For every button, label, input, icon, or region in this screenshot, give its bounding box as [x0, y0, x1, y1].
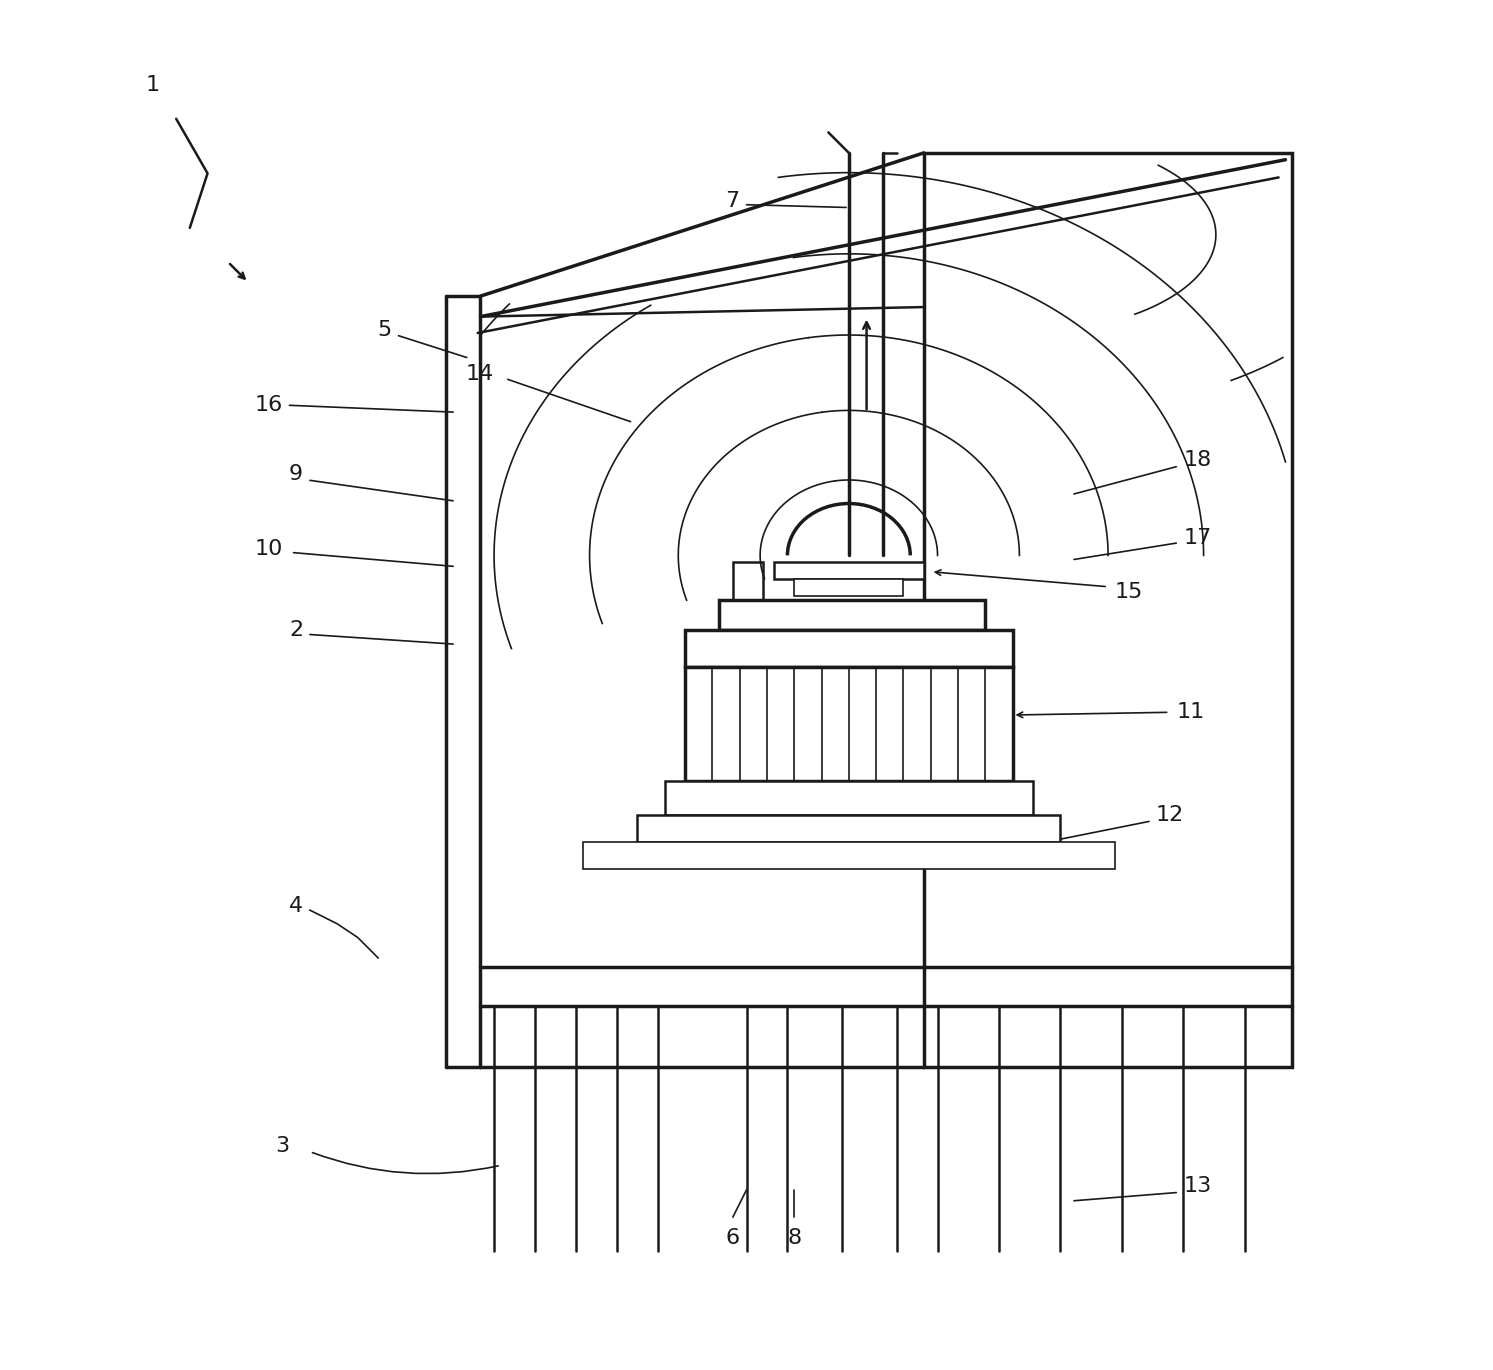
Text: 3: 3 — [275, 1136, 290, 1156]
Text: 7: 7 — [726, 190, 739, 211]
Bar — [794, 578, 903, 596]
Bar — [720, 600, 985, 630]
Bar — [733, 562, 763, 603]
Text: 9: 9 — [290, 463, 303, 484]
Text: 11: 11 — [1176, 703, 1205, 722]
Text: 6: 6 — [726, 1228, 741, 1248]
Bar — [664, 781, 1033, 815]
Bar — [685, 667, 1012, 781]
Text: 10: 10 — [254, 538, 282, 559]
Bar — [582, 843, 1115, 869]
Text: 15: 15 — [1115, 582, 1144, 603]
Bar — [638, 815, 1060, 843]
Text: 13: 13 — [1182, 1175, 1211, 1196]
Text: 4: 4 — [290, 896, 303, 917]
Text: 5: 5 — [378, 321, 391, 340]
Text: 18: 18 — [1182, 449, 1211, 470]
Text: 8: 8 — [787, 1228, 802, 1248]
Text: 17: 17 — [1182, 527, 1211, 548]
Text: 12: 12 — [1156, 804, 1184, 825]
Bar — [685, 630, 1012, 667]
Bar — [924, 153, 1293, 1067]
Text: 1: 1 — [146, 74, 160, 95]
Bar — [773, 562, 924, 578]
Text: 2: 2 — [290, 621, 303, 640]
Text: 14: 14 — [466, 364, 494, 384]
Text: 16: 16 — [254, 396, 282, 415]
